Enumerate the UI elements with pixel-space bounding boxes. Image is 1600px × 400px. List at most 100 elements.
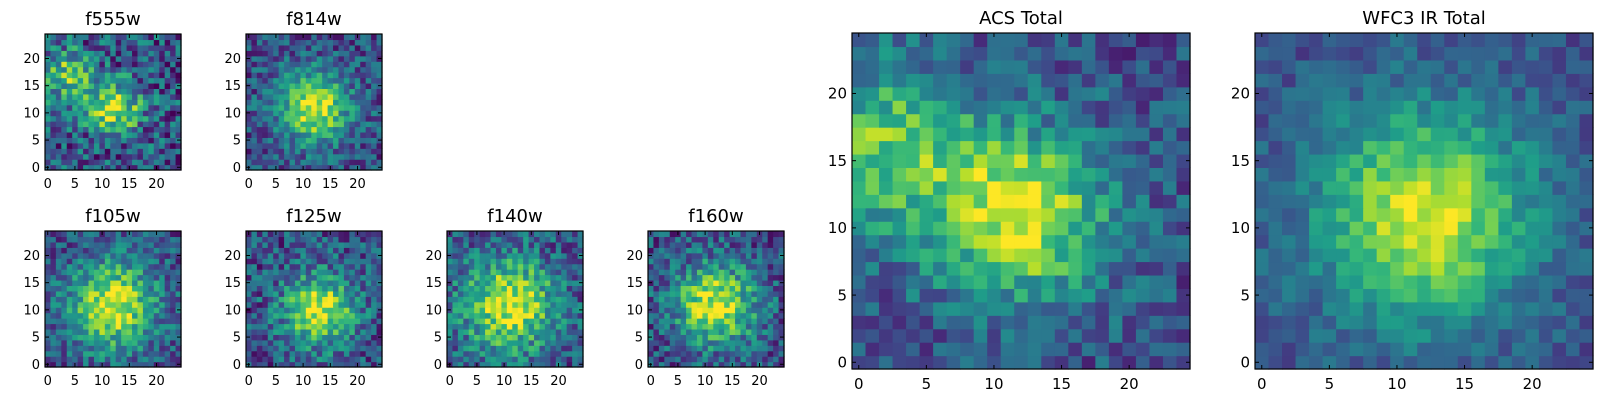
heatmap-cell <box>327 312 334 319</box>
heatmap-cell <box>371 285 378 292</box>
heatmap-cell <box>745 323 752 330</box>
heatmap-cell <box>724 252 731 259</box>
heatmap-cell <box>534 312 541 319</box>
heatmap-cell <box>506 301 513 308</box>
heatmap-cell <box>1282 288 1297 303</box>
heatmap-cell <box>479 290 486 297</box>
heatmap-cell <box>495 269 502 276</box>
heatmap-cell <box>1579 301 1594 316</box>
heatmap-cell <box>333 269 340 276</box>
heatmap-cell <box>664 361 671 368</box>
heatmap-cell <box>148 131 155 138</box>
heatmap-cell <box>349 252 356 259</box>
heatmap-cell <box>1054 328 1069 343</box>
heatmap-cell <box>1014 86 1029 101</box>
heatmap-cell <box>251 99 258 106</box>
heatmap-cell <box>1176 342 1191 357</box>
heatmap-cell <box>66 126 73 133</box>
heatmap-cell <box>338 290 345 297</box>
heatmap-cell <box>528 312 535 319</box>
heatmap-cell <box>273 153 280 160</box>
heatmap-cell <box>72 121 79 128</box>
heatmap-cell <box>773 356 780 363</box>
heatmap-cell <box>852 127 867 142</box>
heatmap-cell <box>148 99 155 106</box>
heatmap-cell <box>696 318 703 325</box>
heatmap-cell <box>55 142 62 149</box>
heatmap-cell <box>729 263 736 270</box>
y-tick-label: 15 <box>626 276 643 291</box>
heatmap-cell <box>142 159 149 166</box>
heatmap-cell <box>311 99 318 106</box>
heatmap-cell <box>751 279 758 286</box>
heatmap-cell <box>104 44 111 51</box>
heatmap-cell <box>50 236 57 243</box>
heatmap-cell <box>1471 153 1486 168</box>
heatmap-cell <box>1430 153 1445 168</box>
heatmap-cell <box>343 77 350 84</box>
heatmap-cell <box>61 356 68 363</box>
heatmap-cell <box>550 312 557 319</box>
heatmap-cell <box>66 142 73 149</box>
heatmap-cell <box>137 77 144 84</box>
heatmap-cell <box>892 113 907 128</box>
heatmap-cell <box>110 285 117 292</box>
heatmap-cell <box>906 221 921 236</box>
heatmap-cell <box>1122 113 1137 128</box>
heatmap-cell <box>45 318 52 325</box>
heatmap-cell <box>148 236 155 243</box>
heatmap-cell <box>371 258 378 265</box>
heatmap-cell <box>343 345 350 352</box>
heatmap-cell <box>555 247 562 254</box>
heatmap-cell <box>1054 127 1069 142</box>
heatmap-cell <box>55 93 62 100</box>
heatmap-cell <box>61 361 68 368</box>
heatmap-cell <box>452 345 459 352</box>
heatmap-cell <box>1498 194 1513 209</box>
heatmap-cell <box>121 323 128 330</box>
heatmap-cell <box>756 307 763 314</box>
heatmap-cell <box>104 258 111 265</box>
heatmap-cell <box>45 290 52 297</box>
heatmap-cell <box>371 164 378 171</box>
heatmap-cell <box>300 121 307 128</box>
heatmap-cell <box>278 131 285 138</box>
heatmap-cell <box>61 279 68 286</box>
heatmap-cell <box>973 33 988 48</box>
heatmap-cell <box>852 328 867 343</box>
heatmap-cell <box>1068 100 1083 115</box>
heatmap-cell <box>865 288 880 303</box>
heatmap-cell <box>550 307 557 314</box>
heatmap-cell <box>142 263 149 270</box>
heatmap-cell <box>267 356 274 363</box>
heatmap-cell <box>262 345 269 352</box>
heatmap-cell <box>987 274 1002 289</box>
heatmap-cell <box>933 301 948 316</box>
heatmap-cell <box>718 339 725 346</box>
x-tick-label: 20 <box>1120 375 1139 393</box>
heatmap-cell <box>83 88 90 95</box>
heatmap-cell <box>561 269 568 276</box>
heatmap-cell <box>66 285 73 292</box>
heatmap-cell <box>1054 315 1069 330</box>
heatmap-cell <box>729 285 736 292</box>
heatmap-cell <box>376 263 383 270</box>
heatmap-cell <box>349 121 356 128</box>
heatmap-cell <box>273 137 280 144</box>
heatmap-cell <box>175 99 182 106</box>
heatmap-cell <box>1525 180 1540 195</box>
heatmap-cell <box>300 258 307 265</box>
heatmap-cell <box>1295 153 1310 168</box>
heatmap-cell <box>267 72 274 79</box>
heatmap-cell <box>327 307 334 314</box>
heatmap-cell <box>354 236 361 243</box>
heatmap-cell <box>278 356 285 363</box>
heatmap-cell <box>50 66 57 73</box>
heatmap-cell <box>300 252 307 259</box>
heatmap-cell <box>718 361 725 368</box>
heatmap-cell <box>50 164 57 171</box>
heatmap-cell <box>132 236 139 243</box>
heatmap-cell <box>691 301 698 308</box>
heatmap-cell <box>142 61 149 68</box>
